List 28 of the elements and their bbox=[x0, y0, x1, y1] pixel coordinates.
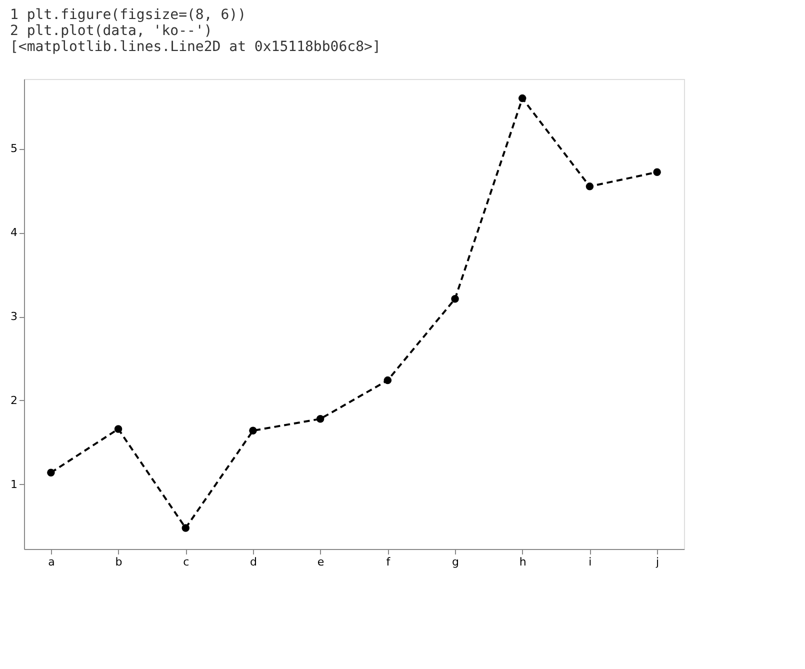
x-tick-label: f bbox=[386, 556, 392, 568]
point bbox=[182, 524, 190, 532]
x-tick-label: b bbox=[115, 556, 122, 568]
y-tick-label: 3 bbox=[10, 310, 18, 324]
text: 2 plt.plot(data, 'ko--') bbox=[10, 23, 212, 39]
point bbox=[653, 168, 661, 176]
point bbox=[451, 295, 459, 303]
x-tick-label: e bbox=[317, 556, 324, 568]
x-tick-label: d bbox=[250, 556, 257, 568]
point bbox=[316, 415, 324, 423]
point bbox=[47, 468, 55, 476]
point bbox=[384, 376, 392, 384]
y-tick-label: 4 bbox=[10, 226, 18, 240]
y-tick-label: 1 bbox=[10, 478, 18, 491]
y-tick-label: 2 bbox=[10, 394, 18, 407]
point bbox=[586, 182, 594, 190]
y-tick-label: 5 bbox=[10, 142, 18, 156]
point bbox=[114, 425, 122, 433]
text: [<matplotlib.lines.Line2D at 0x15118bb06c8>] bbox=[10, 39, 381, 55]
x-tick-label: h bbox=[519, 556, 526, 568]
x-tick-label: g bbox=[452, 556, 460, 568]
x-tick-label: j bbox=[655, 556, 660, 568]
x-tick-label: i bbox=[588, 556, 592, 568]
point bbox=[249, 426, 257, 435]
x-tick-label: a bbox=[48, 556, 55, 568]
x-tick-label: c bbox=[183, 556, 190, 568]
text: 1 plt.figure(figsize=(8, 6)) bbox=[10, 7, 246, 23]
point bbox=[518, 94, 526, 102]
